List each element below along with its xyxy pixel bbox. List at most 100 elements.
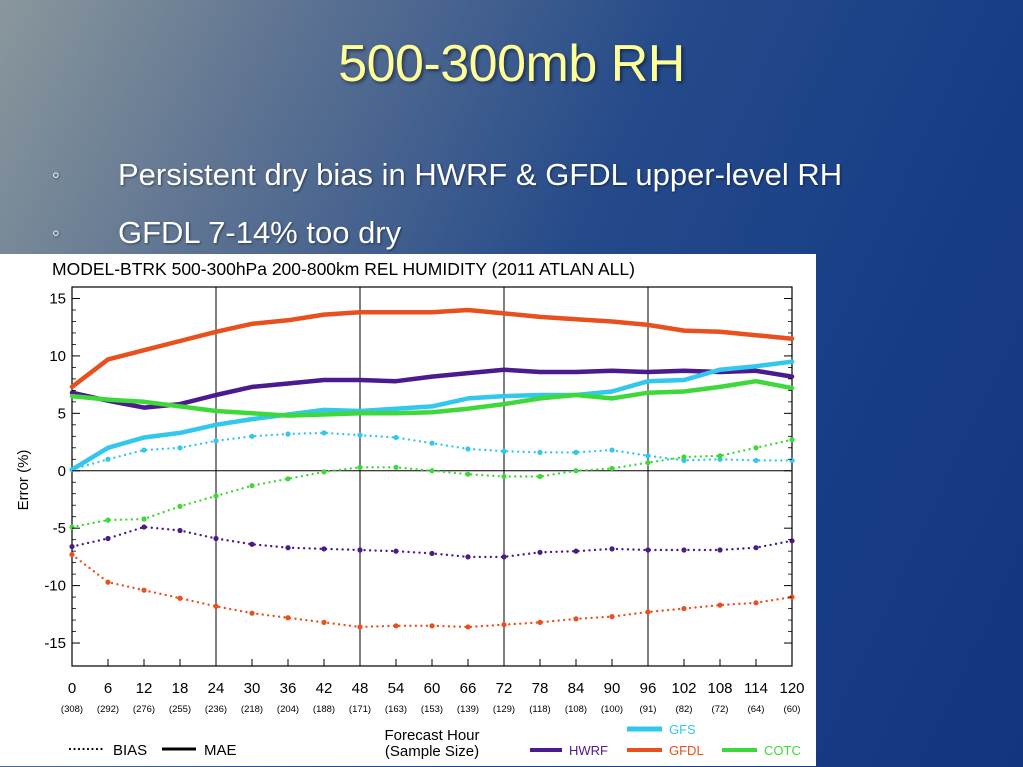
sample-size-label: (153) — [421, 704, 443, 715]
gfs-bias-line — [70, 431, 794, 471]
hwrf-bias-point — [357, 547, 363, 553]
cotc-bias-point — [105, 517, 111, 523]
gfs-bias-point — [645, 453, 651, 459]
cotc-bias-point — [753, 445, 759, 451]
sample-size-label: (171) — [349, 704, 371, 715]
gfdl-bias-point — [681, 605, 687, 612]
chart-panel: MODEL-BTRK 500-300hPa 200-800km REL HUMI… — [0, 254, 816, 766]
hwrf-bias-point — [213, 535, 219, 542]
cotc-bias-point — [681, 454, 687, 460]
cotc-bias-point — [573, 468, 579, 474]
cotc-bias-point — [429, 468, 435, 474]
sample-size-label: (91) — [640, 704, 657, 715]
gfs-bias-point — [789, 457, 795, 464]
cotc-bias-point — [177, 503, 183, 509]
gfs-bias-point — [321, 430, 327, 436]
cotc-bias-point — [213, 493, 219, 499]
hwrf-bias-point — [573, 548, 579, 554]
gfs-bias-point — [141, 447, 147, 453]
bullet-text-1: Persistent dry bias in HWRF & GFDL upper… — [118, 157, 843, 192]
sample-size-label: (60) — [784, 704, 801, 715]
gfdl-bias-point — [285, 615, 291, 621]
bullet-circle-icon: ◦ — [52, 220, 60, 245]
x-axis-sublabel: (Sample Size) — [385, 743, 479, 760]
sample-size-label: (255) — [169, 704, 191, 715]
gfdl-bias-point — [141, 587, 147, 593]
gfdl-bias-point — [465, 624, 471, 630]
x-tick-label: 30 — [244, 680, 261, 697]
gfdl-bias-point — [645, 609, 651, 615]
sample-size-label: (64) — [748, 704, 765, 715]
gfs-bias-point — [429, 440, 435, 446]
cotc-bias-point — [141, 516, 147, 522]
hwrf-bias-point — [717, 547, 723, 553]
cotc-bias-point — [645, 460, 651, 466]
hwrf-bias-point — [141, 524, 147, 530]
cotc-bias-point — [609, 465, 615, 472]
gfdl-bias-point — [321, 619, 327, 625]
x-axis-label: Forecast Hour — [384, 727, 479, 744]
gfdl-bias-line — [70, 553, 794, 629]
x-tick-label: 12 — [136, 680, 153, 697]
gfs-bias-point — [537, 449, 543, 455]
sample-size-label: (100) — [601, 704, 623, 715]
sample-size-label: (163) — [385, 704, 407, 715]
series-layer — [69, 307, 795, 630]
legend-gfs-label: GFS — [669, 722, 696, 737]
gfs-bias-point — [501, 448, 507, 454]
sample-size-label: (118) — [529, 704, 550, 715]
cotc-bias-point — [321, 469, 327, 475]
hwrf-bias-line — [70, 525, 794, 559]
gfs-bias-point — [105, 456, 111, 462]
hwrf-bias-point — [501, 554, 507, 560]
sample-size-label: (218) — [241, 704, 263, 715]
gfs-bias-point — [177, 445, 183, 451]
gfs-bias-point — [609, 447, 615, 453]
y-tick-label: -15 — [44, 635, 66, 652]
x-tick-label: 42 — [316, 680, 333, 697]
hwrf-bias-point — [753, 545, 759, 551]
gfdl-bias-point — [573, 616, 579, 622]
legend-mae-label: MAE — [204, 742, 237, 759]
bullet-circle-icon: ◦ — [52, 162, 60, 187]
sample-size-label: (276) — [133, 704, 155, 715]
sample-size-label: (292) — [97, 704, 119, 715]
sample-size-label: (139) — [457, 704, 479, 715]
x-tick-label: 0 — [68, 680, 76, 697]
sample-size-label: (82) — [676, 704, 693, 715]
gfdl-bias-point — [537, 619, 543, 625]
x-tick-label: 54 — [388, 680, 405, 697]
sample-size-label: (129) — [493, 704, 515, 715]
legend-bias-label: BIAS — [113, 742, 147, 759]
hwrf-bias-point — [609, 546, 615, 552]
gfs-bias-point — [753, 457, 759, 464]
gfdl-bias-point — [717, 602, 723, 608]
chart-title: MODEL-BTRK 500-300hPa 200-800km REL HUMI… — [52, 259, 635, 279]
cotc-mae-line — [69, 378, 795, 418]
cotc-bias-point — [717, 453, 723, 459]
hwrf-bias-point — [69, 543, 75, 550]
x-tick-label: 120 — [779, 680, 804, 697]
rh-error-chart: MODEL-BTRK 500-300hPa 200-800km REL HUMI… — [15, 259, 805, 760]
gfdl-bias-point — [177, 595, 183, 601]
x-tick-label: 90 — [604, 680, 621, 697]
cotc-bias-point — [465, 471, 471, 477]
gfdl-bias-point — [249, 610, 255, 616]
legend-cotc-label: COTC — [764, 743, 801, 758]
gfs-bias-point — [285, 431, 291, 437]
gfdl-bias-point — [429, 623, 435, 629]
gfs-mae-line — [69, 359, 795, 472]
hwrf-bias-point — [429, 550, 435, 557]
cotc-bias-line — [70, 438, 794, 529]
y-tick-label: -10 — [44, 578, 66, 595]
gfdl-bias-point — [609, 614, 615, 620]
x-tick-label: 102 — [671, 680, 696, 697]
y-tick-label: 0 — [58, 463, 66, 480]
y-tick-label: 5 — [58, 405, 66, 422]
gfs-bias-point — [393, 434, 399, 441]
cotc-bias-point — [69, 524, 75, 530]
x-tick-label: 108 — [707, 680, 732, 697]
hwrf-bias-point — [321, 546, 327, 552]
slide-title: 500-300mb RH — [338, 35, 685, 93]
gfdl-bias-point — [753, 600, 759, 606]
